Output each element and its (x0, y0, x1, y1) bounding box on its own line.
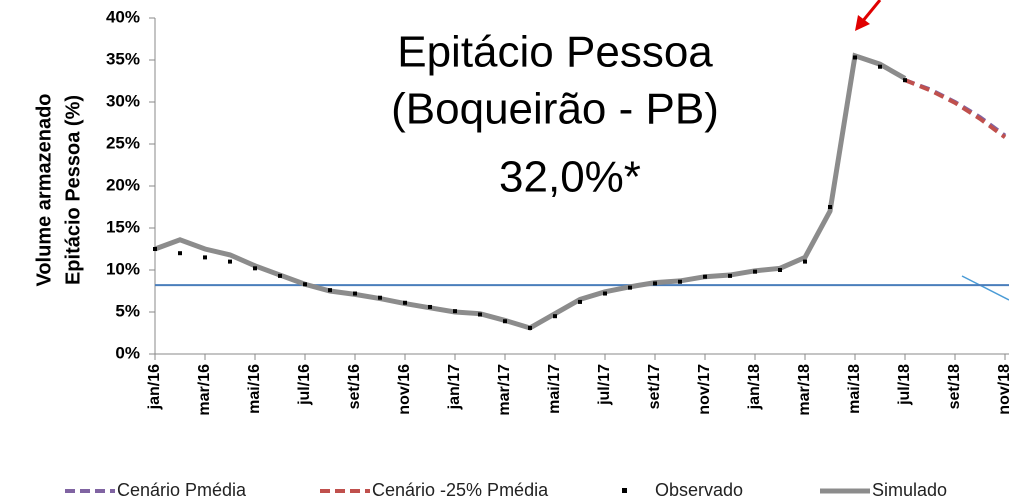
x-tick-label: set/17 (646, 364, 663, 409)
y-axis-label: Volume armazenado (33, 93, 55, 286)
y-tick-label: 15% (106, 217, 140, 236)
marker (878, 64, 882, 69)
y-tick-label: 25% (106, 133, 140, 152)
x-tick-label: mar/16 (196, 364, 213, 416)
y-tick-label: 40% (106, 7, 140, 26)
marker (178, 251, 182, 256)
x-tick-label: mar/17 (496, 364, 513, 416)
y-tick-label: 0% (115, 343, 140, 362)
x-tick-label: jan/16 (146, 364, 163, 410)
marker (278, 273, 282, 278)
arrow (855, 0, 882, 31)
marker (303, 282, 307, 287)
legend-label: Cenário Pmédia (117, 480, 247, 500)
x-tick-label: jul/16 (296, 364, 313, 406)
marker (828, 205, 832, 209)
legend-swatch (622, 488, 627, 493)
y-tick-label: 20% (106, 175, 140, 194)
marker (503, 319, 507, 324)
annotation: 32,0%* (499, 153, 641, 202)
y-axis-label: Epitácio Pessoa (%) (62, 95, 84, 285)
marker (778, 268, 782, 272)
x-tick-label: mai/16 (246, 364, 263, 414)
y-tick-label: 35% (106, 49, 140, 68)
x-tick-label: set/16 (346, 364, 363, 409)
marker (378, 295, 382, 300)
marker (703, 274, 707, 279)
marker (553, 314, 557, 319)
marker (353, 291, 357, 296)
x-tick-label: set/18 (946, 364, 963, 409)
x-tick-label: nov/17 (696, 364, 713, 415)
legend-label: Simulado (872, 480, 947, 500)
x-tick-label: nov/18 (996, 364, 1009, 415)
x-tick-label: jul/18 (896, 364, 913, 406)
marker (628, 285, 632, 290)
marker (803, 259, 807, 264)
y-tick-label: 30% (106, 91, 140, 110)
marker (853, 55, 857, 60)
marker (528, 325, 532, 330)
x-tick-label: nov/16 (396, 364, 413, 415)
marker (153, 247, 157, 251)
marker (603, 291, 607, 296)
marker (203, 255, 207, 260)
x-tick-label: jul/17 (596, 364, 613, 406)
marker (453, 309, 457, 314)
marker (403, 300, 407, 305)
marker (653, 281, 657, 286)
x-tick-label: mai/17 (546, 364, 563, 414)
series-line (904, 78, 1007, 139)
marker (228, 259, 232, 264)
annotation: (Boqueirão - PB) (391, 85, 719, 134)
decor-line (961, 275, 1009, 301)
x-tick-label: mar/18 (796, 364, 813, 416)
x-tick-label: mai/18 (846, 364, 863, 414)
annotation: Epitácio Pessoa (397, 28, 713, 77)
y-tick-label: 5% (115, 301, 140, 320)
y-tick-label: 10% (106, 259, 140, 278)
marker (903, 78, 907, 83)
marker (753, 269, 757, 274)
marker (328, 288, 332, 293)
marker (428, 304, 432, 309)
marker (578, 299, 582, 304)
legend-label: Cenário -25% Pmédia (372, 480, 549, 500)
marker (728, 273, 732, 278)
x-tick-label: jan/17 (446, 364, 463, 410)
marker (478, 312, 482, 317)
marker (253, 266, 257, 271)
x-tick-label: jan/18 (746, 364, 763, 410)
legend-label: Observado (655, 480, 743, 500)
marker (678, 279, 682, 284)
